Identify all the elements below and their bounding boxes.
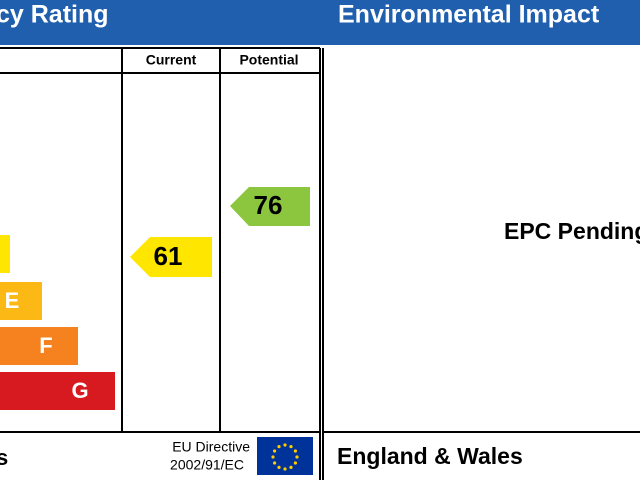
current-rating: 61 (154, 241, 183, 271)
potential-arrow (230, 187, 310, 226)
band-letter: F (39, 333, 52, 358)
header-band (0, 0, 640, 45)
band-d (0, 235, 10, 273)
footer-text: s (0, 445, 8, 470)
directive: EU Directive (172, 439, 250, 455)
header-title: Environmental Impact (338, 1, 600, 29)
column-header: Current (146, 52, 197, 68)
band-f (0, 327, 78, 365)
directive: 2002/91/EC (170, 457, 244, 473)
pending-text: EPC Pending (504, 218, 640, 244)
table-frame (0, 47, 640, 480)
eu-stars (271, 443, 299, 471)
current-arrow (130, 237, 212, 277)
footer-region: England & Wales (337, 443, 523, 469)
band-g (0, 372, 115, 410)
potential-rating: 76 (254, 190, 283, 220)
header-title: cy Rating (0, 1, 109, 29)
band-letter: G (71, 378, 88, 403)
band-e (0, 282, 42, 320)
column-header: Potential (239, 52, 298, 68)
band-letter: E (5, 288, 20, 313)
